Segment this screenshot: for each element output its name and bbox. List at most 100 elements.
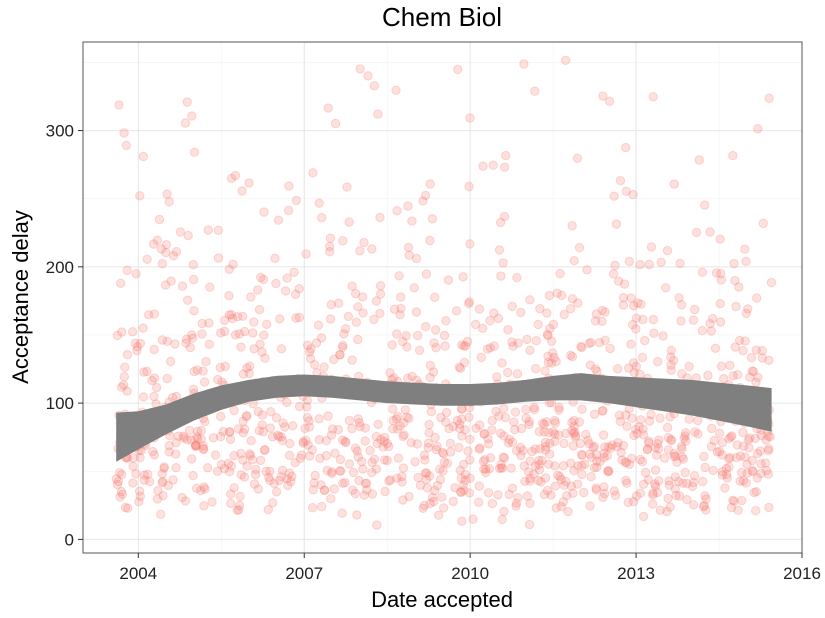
data-point [662, 506, 672, 517]
data-point [717, 450, 727, 460]
data-point [382, 438, 393, 449]
data-point [375, 281, 386, 291]
data-point [550, 461, 560, 471]
data-point [158, 476, 168, 487]
data-point [606, 443, 616, 453]
data-point [648, 490, 658, 500]
data-point [577, 469, 587, 480]
data-point [143, 469, 153, 479]
data-point [687, 481, 698, 492]
data-point [404, 491, 414, 502]
x-tick-label: 2016 [783, 564, 821, 583]
data-point [551, 356, 561, 367]
data-point [334, 298, 344, 308]
data-point [114, 100, 124, 110]
data-point [555, 471, 565, 482]
data-point [230, 330, 241, 340]
data-point [524, 519, 535, 530]
data-point [147, 375, 157, 386]
data-point [499, 506, 509, 517]
data-point [189, 306, 199, 316]
data-point [753, 372, 763, 382]
data-point [116, 486, 127, 497]
data-point [337, 342, 348, 352]
data-point [158, 491, 168, 501]
data-point [353, 334, 363, 345]
data-point [729, 496, 739, 506]
data-point [152, 235, 163, 246]
data-point [460, 469, 470, 480]
data-point [248, 328, 258, 338]
data-point [715, 299, 725, 309]
data-point [750, 433, 760, 444]
data-point [665, 502, 675, 512]
data-point [325, 233, 336, 243]
data-point [362, 478, 372, 488]
data-point [583, 435, 593, 445]
data-point [741, 256, 751, 266]
data-point [589, 441, 600, 452]
data-point [610, 490, 621, 500]
data-point [344, 415, 355, 426]
data-point [273, 215, 284, 225]
data-point [441, 407, 452, 418]
data-point [367, 457, 377, 468]
data-point [613, 276, 624, 286]
data-point [565, 304, 576, 314]
data-point [764, 444, 774, 454]
data-point [728, 371, 738, 381]
data-point [359, 490, 369, 500]
data-point [319, 485, 330, 495]
data-point [725, 452, 735, 463]
data-point [448, 421, 458, 432]
data-point [326, 494, 336, 504]
data-point [428, 367, 439, 377]
data-point [304, 422, 315, 432]
data-point [724, 434, 734, 444]
data-point [257, 410, 268, 420]
data-point [617, 455, 627, 465]
data-point [559, 480, 569, 490]
data-point [319, 485, 330, 495]
data-point [160, 280, 171, 290]
data-point [492, 372, 502, 382]
data-point [531, 336, 541, 346]
data-point [666, 434, 676, 445]
data-point [716, 275, 726, 285]
data-point [188, 471, 198, 481]
data-point [524, 419, 534, 430]
data-point [347, 355, 357, 365]
data-point [697, 267, 708, 277]
data-point [429, 338, 439, 348]
data-point [555, 268, 565, 279]
data-point [396, 292, 406, 302]
data-point [475, 443, 485, 453]
data-point [534, 465, 545, 475]
data-point [242, 363, 252, 373]
data-point [261, 466, 271, 477]
data-point [122, 265, 132, 275]
data-point [196, 434, 206, 444]
data-point [149, 309, 160, 319]
data-point [425, 498, 435, 509]
data-point [628, 496, 639, 507]
data-point [560, 55, 571, 65]
data-point [411, 253, 422, 264]
x-tick-label: 2013 [617, 564, 655, 583]
data-point [725, 360, 735, 370]
data-point [371, 431, 382, 442]
data-point [642, 444, 653, 455]
data-point [706, 441, 717, 452]
data-point [284, 181, 294, 191]
data-point [457, 431, 467, 441]
data-point [600, 442, 610, 452]
data-point [276, 472, 286, 482]
data-point [193, 434, 203, 444]
data-point [200, 417, 210, 427]
data-point [340, 324, 351, 334]
data-point [622, 478, 632, 488]
data-point [688, 477, 699, 488]
data-point [584, 439, 594, 449]
data-point [177, 492, 187, 503]
data-point [586, 452, 597, 463]
